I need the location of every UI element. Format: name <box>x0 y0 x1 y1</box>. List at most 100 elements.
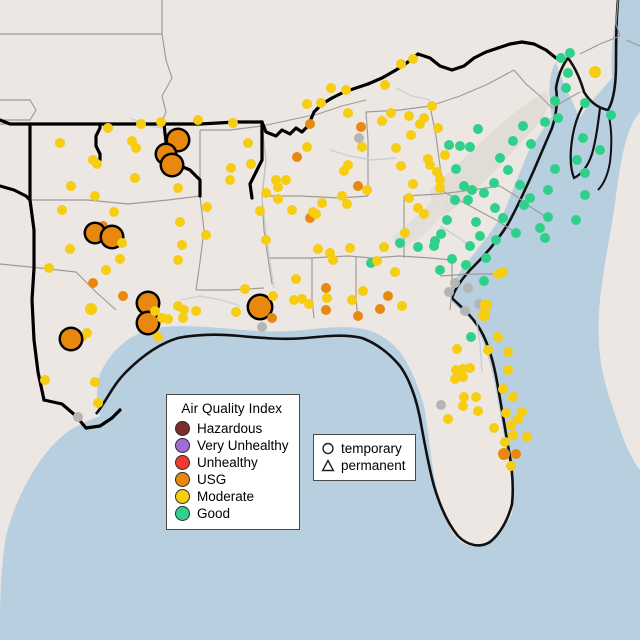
monitor-point-good[interactable] <box>571 215 581 225</box>
monitor-point-good[interactable] <box>436 229 446 239</box>
monitor-point-moderate[interactable] <box>419 209 429 219</box>
monitor-point-no_data[interactable] <box>450 278 460 288</box>
monitor-point-moderate[interactable] <box>92 159 102 169</box>
monitor-point-good[interactable] <box>459 181 469 191</box>
monitor-point-good[interactable] <box>540 233 550 243</box>
legend-item-temporary[interactable]: temporary <box>321 440 406 457</box>
monitor-point-moderate[interactable] <box>302 142 312 152</box>
monitor-point-moderate[interactable] <box>408 54 418 64</box>
monitor-point-moderate[interactable] <box>40 375 50 385</box>
aqi-legend-item-good[interactable]: Good <box>175 505 289 522</box>
monitor-point-usg[interactable] <box>162 155 182 175</box>
monitor-point-good[interactable] <box>543 212 553 222</box>
monitor-point-moderate[interactable] <box>281 175 291 185</box>
monitor-point-moderate[interactable] <box>459 392 469 402</box>
monitor-point-moderate[interactable] <box>304 299 314 309</box>
monitor-point-moderate[interactable] <box>379 242 389 252</box>
monitor-point-moderate[interactable] <box>57 205 67 215</box>
monitor-point-good[interactable] <box>447 254 457 264</box>
monitor-point-moderate[interactable] <box>202 202 212 212</box>
monitor-point-good[interactable] <box>553 113 563 123</box>
monitor-point-good[interactable] <box>535 223 545 233</box>
monitor-point-moderate[interactable] <box>268 291 278 301</box>
monitor-point-moderate[interactable] <box>77 332 87 342</box>
monitor-point-moderate[interactable] <box>451 365 461 375</box>
monitor-point-moderate[interactable] <box>440 150 450 160</box>
monitor-point-moderate[interactable] <box>396 161 406 171</box>
monitor-point-moderate[interactable] <box>243 138 253 148</box>
monitor-point-moderate[interactable] <box>150 306 160 316</box>
monitor-point-moderate[interactable] <box>127 136 137 146</box>
monitor-point-no_data[interactable] <box>257 322 267 332</box>
monitor-point-moderate[interactable] <box>255 206 265 216</box>
monitor-point-usg[interactable] <box>356 122 366 132</box>
monitor-point-moderate[interactable] <box>337 191 347 201</box>
monitor-point-moderate[interactable] <box>478 309 490 321</box>
monitor-point-moderate[interactable] <box>513 414 523 424</box>
monitor-point-moderate[interactable] <box>103 123 113 133</box>
monitor-point-moderate[interactable] <box>117 238 127 248</box>
monitor-point-moderate[interactable] <box>400 228 410 238</box>
monitor-point-good[interactable] <box>578 133 588 143</box>
monitor-point-good[interactable] <box>481 253 491 263</box>
monitor-point-good[interactable] <box>479 188 489 198</box>
monitor-point-good[interactable] <box>580 168 590 178</box>
monitor-point-moderate[interactable] <box>508 392 518 402</box>
monitor-point-moderate[interactable] <box>506 461 516 471</box>
monitor-point-good[interactable] <box>606 110 616 120</box>
monitor-point-good[interactable] <box>563 68 573 78</box>
monitor-point-moderate[interactable] <box>44 263 54 273</box>
monitor-point-moderate[interactable] <box>173 301 183 311</box>
monitor-point-moderate[interactable] <box>493 332 503 342</box>
monitor-point-good[interactable] <box>475 231 485 241</box>
monitor-point-moderate[interactable] <box>362 185 372 195</box>
monitor-point-moderate[interactable] <box>396 59 406 69</box>
monitor-point-moderate[interactable] <box>328 255 338 265</box>
monitor-point-moderate[interactable] <box>503 347 513 357</box>
monitor-point-good[interactable] <box>444 140 454 150</box>
monitor-point-good[interactable] <box>490 203 500 213</box>
monitor-point-usg[interactable] <box>98 221 108 231</box>
monitor-point-usg[interactable] <box>321 305 331 315</box>
monitor-point-moderate[interactable] <box>342 199 352 209</box>
monitor-point-moderate[interactable] <box>380 80 390 90</box>
aqi-legend-item-usg[interactable]: USG <box>175 471 289 488</box>
monitor-point-good[interactable] <box>366 258 376 268</box>
monitor-point-moderate[interactable] <box>291 274 301 284</box>
monitor-point-good[interactable] <box>540 117 550 127</box>
monitor-point-moderate[interactable] <box>273 194 283 204</box>
monitor-point-moderate[interactable] <box>372 256 382 266</box>
monitor-point-good[interactable] <box>471 217 481 227</box>
monitor-point-moderate[interactable] <box>386 108 396 118</box>
monitor-point-moderate[interactable] <box>55 138 65 148</box>
monitor-point-moderate[interactable] <box>358 286 368 296</box>
monitor-point-good[interactable] <box>498 213 508 223</box>
monitor-point-moderate[interactable] <box>175 217 185 227</box>
monitor-point-moderate[interactable] <box>313 244 323 254</box>
monitor-point-no_data[interactable] <box>73 412 83 422</box>
monitor-point-no_data[interactable] <box>436 400 446 410</box>
monitor-point-moderate[interactable] <box>450 374 460 384</box>
monitor-point-moderate[interactable] <box>508 430 518 440</box>
monitor-point-usg[interactable] <box>321 283 331 293</box>
monitor-point-no_data[interactable] <box>354 133 364 143</box>
monitor-point-moderate[interactable] <box>397 301 407 311</box>
monitor-point-good[interactable] <box>503 165 513 175</box>
monitor-point-moderate[interactable] <box>326 83 336 93</box>
monitor-point-good[interactable] <box>413 242 423 252</box>
monitor-point-usg[interactable] <box>305 119 315 129</box>
monitor-point-moderate[interactable] <box>136 119 146 129</box>
monitor-point-usg[interactable] <box>292 152 302 162</box>
monitor-point-moderate[interactable] <box>173 255 183 265</box>
monitor-point-moderate[interactable] <box>506 420 516 430</box>
monitor-point-moderate[interactable] <box>90 191 100 201</box>
monitor-point-usg[interactable] <box>511 449 521 459</box>
monitor-point-moderate[interactable] <box>419 113 429 123</box>
monitor-point-good[interactable] <box>515 180 525 190</box>
monitor-point-moderate[interactable] <box>498 267 508 277</box>
monitor-point-moderate[interactable] <box>435 183 445 193</box>
monitor-point-good[interactable] <box>455 141 465 151</box>
monitor-point-moderate[interactable] <box>404 193 414 203</box>
monitor-point-moderate[interactable] <box>130 173 140 183</box>
monitor-point-moderate[interactable] <box>458 372 468 382</box>
